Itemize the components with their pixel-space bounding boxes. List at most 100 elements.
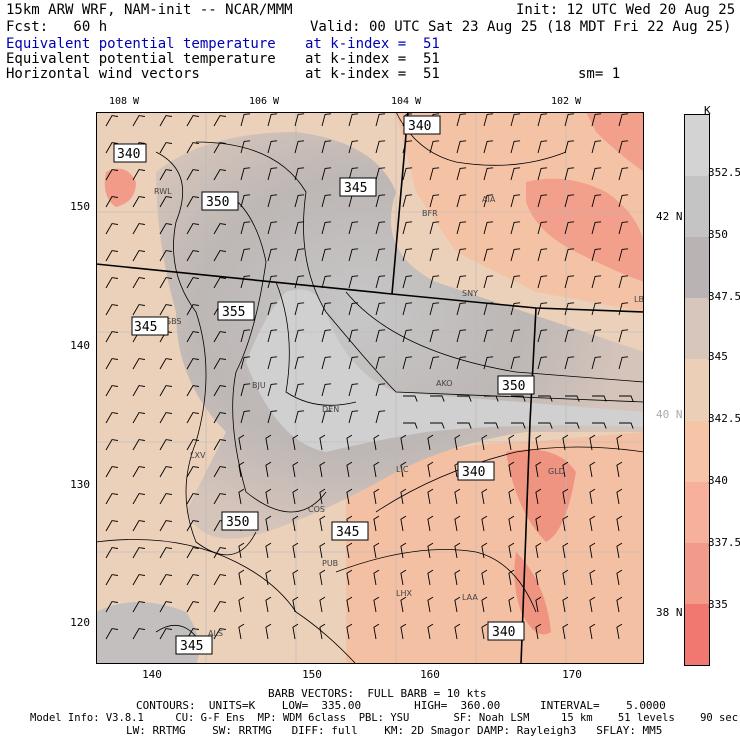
- contour-label-group: 340 345 350 355 350 345 340 345 350 345 …: [113, 115, 535, 655]
- wind-barb: [456, 329, 467, 343]
- wind-barb: [321, 275, 332, 289]
- wind-barb: [618, 140, 629, 154]
- wind-barb: [292, 515, 299, 532]
- wind-barb: [186, 439, 199, 451]
- wind-barb: [481, 515, 488, 532]
- wind-barb: [535, 623, 542, 640]
- wind-barb: [619, 395, 634, 402]
- wind-barb: [348, 329, 359, 343]
- svg-text:345: 345: [336, 525, 359, 540]
- wind-barb: [267, 248, 278, 262]
- wind-barb: [564, 248, 575, 262]
- map-frame: [96, 112, 644, 664]
- wind-barb: [294, 113, 305, 127]
- wind-barb: [616, 623, 623, 640]
- wind-barb: [240, 248, 251, 262]
- svg-text:340: 340: [408, 119, 431, 134]
- wind-barb: [238, 461, 245, 478]
- wind-barb: [430, 422, 445, 429]
- wind-barb: [402, 221, 413, 235]
- wind-barb: [618, 275, 629, 289]
- wind-barb: [105, 547, 118, 559]
- wind-barb: [240, 329, 251, 343]
- wind-barb: [618, 356, 629, 370]
- wind-barb: [535, 596, 542, 613]
- wind-barb: [483, 221, 494, 235]
- wind-barb: [456, 113, 467, 127]
- wind-barb: [186, 547, 199, 559]
- wind-barb: [213, 277, 226, 289]
- wind-barb: [321, 113, 332, 127]
- wind-barb: [510, 194, 521, 208]
- wind-barb: [618, 221, 629, 235]
- wind-barb: [373, 488, 380, 505]
- wind-barb: [267, 383, 278, 397]
- station-den: DEN: [322, 405, 339, 414]
- wind-barb: [616, 515, 623, 532]
- wind-barb: [481, 488, 488, 505]
- y-tick: 130: [70, 478, 90, 491]
- wind-barb: [456, 302, 467, 316]
- wind-barb: [132, 385, 145, 397]
- wind-barb: [375, 410, 386, 424]
- wind-barb: [402, 356, 413, 370]
- wind-barb: [589, 515, 596, 532]
- init-time: Init: 12 UTC Wed 20 Aug 25: [516, 2, 736, 18]
- wind-barb: [294, 356, 305, 370]
- wind-barb: [616, 542, 623, 559]
- wind-barb: [159, 196, 172, 208]
- wind-barb: [400, 542, 407, 559]
- wind-barb: [294, 383, 305, 397]
- wind-barb: [400, 623, 407, 640]
- wind-barb: [213, 493, 226, 505]
- lon-label: 106 W: [248, 96, 280, 107]
- wind-barb: [238, 542, 245, 559]
- wind-barb: [321, 329, 332, 343]
- wind-barb: [402, 302, 413, 316]
- wind-barb: [456, 167, 467, 181]
- wind-barb: [564, 167, 575, 181]
- wind-barb: [186, 169, 199, 181]
- colorbar-unit: K: [704, 104, 711, 117]
- wind-barb: [510, 356, 521, 370]
- wind-barb: [535, 542, 542, 559]
- wind-barb: [591, 167, 602, 181]
- wind-barb: [427, 515, 434, 532]
- station-sny: SNY: [462, 289, 478, 298]
- wind-barb: [508, 515, 515, 532]
- wind-barb: [562, 542, 569, 559]
- wind-barb: [348, 248, 359, 262]
- wind-barb: [373, 596, 380, 613]
- wind-barb: [132, 628, 145, 640]
- colorbar-label: 352.5: [708, 166, 740, 179]
- lat-label-38n: 38 N: [656, 606, 683, 619]
- wind-barb: [375, 140, 386, 154]
- wind-barb: [348, 140, 359, 154]
- y-tick: 150: [70, 200, 90, 213]
- wind-barb: [400, 515, 407, 532]
- wind-barb: [535, 569, 542, 586]
- station-pub: PUB: [322, 559, 338, 568]
- wind-barb: [240, 221, 251, 235]
- wind-barb: [537, 113, 548, 127]
- wind-barb: [321, 167, 332, 181]
- wind-barb: [346, 434, 353, 451]
- wind-barb: [510, 302, 521, 316]
- station-lxv: LXV: [190, 451, 206, 460]
- wind-barb: [265, 596, 272, 613]
- wind-barb: [294, 302, 305, 316]
- wind-barb: [292, 623, 299, 640]
- wind-barb: [186, 277, 199, 289]
- wind-barb: [105, 358, 118, 370]
- wind-barb: [265, 488, 272, 505]
- wind-barb: [592, 422, 607, 429]
- lon-label: 104 W: [390, 96, 422, 107]
- wind-barb: [616, 434, 623, 451]
- wind-barb: [591, 302, 602, 316]
- wind-barb: [321, 221, 332, 235]
- wind-barb: [616, 488, 623, 505]
- svg-text:350: 350: [226, 515, 249, 530]
- wind-barb: [481, 623, 488, 640]
- wind-barb: [159, 223, 172, 235]
- wind-barb: [483, 329, 494, 343]
